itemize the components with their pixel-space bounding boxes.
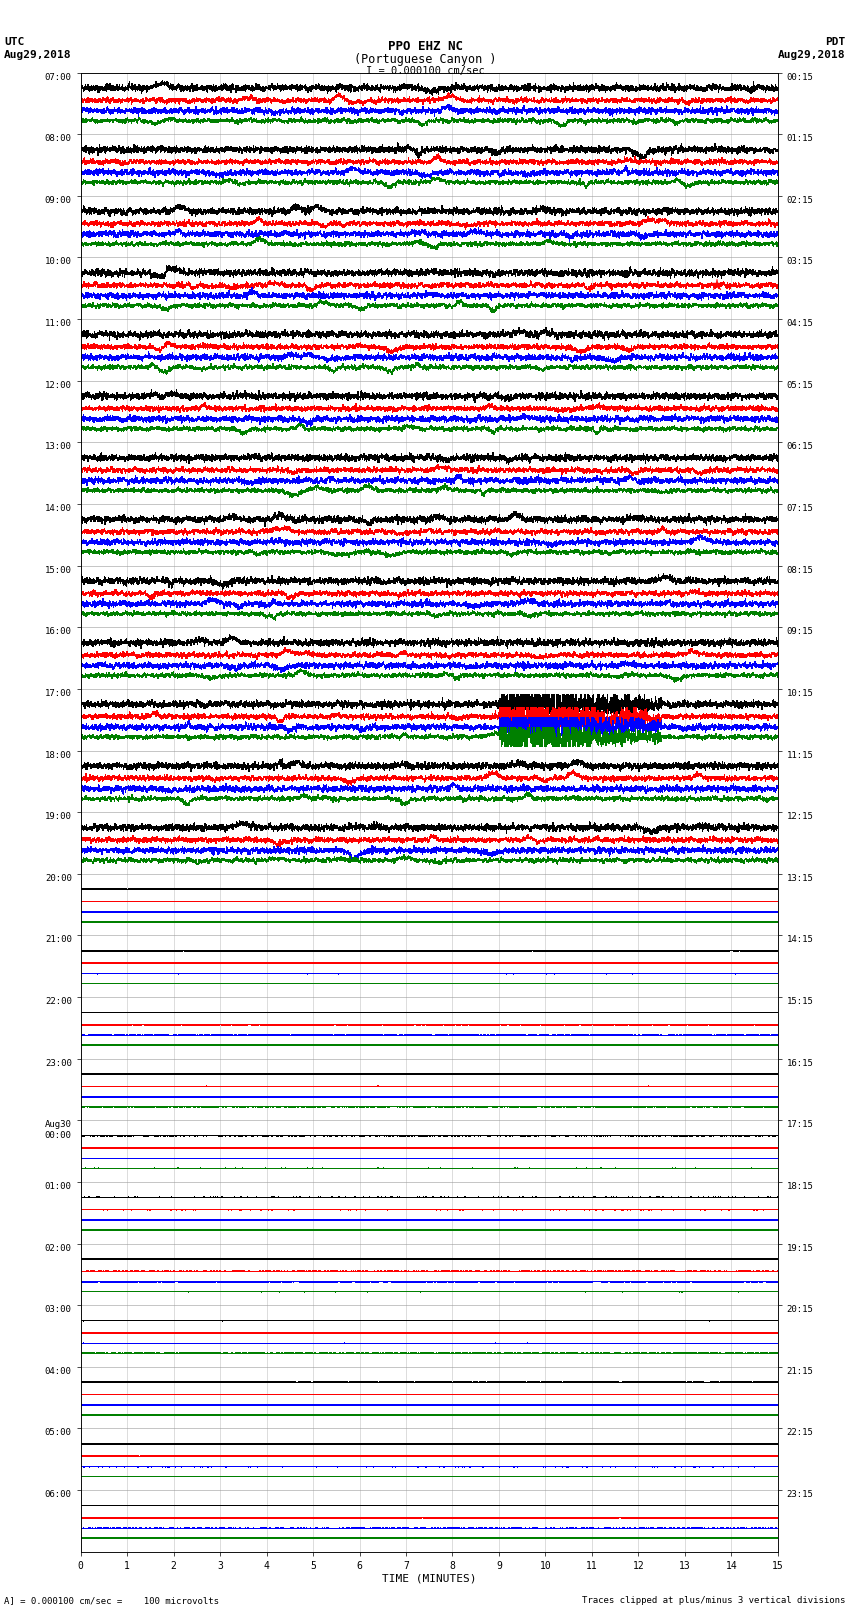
- Text: PDT: PDT: [825, 37, 846, 47]
- Text: Traces clipped at plus/minus 3 vertical divisions: Traces clipped at plus/minus 3 vertical …: [582, 1595, 846, 1605]
- X-axis label: TIME (MINUTES): TIME (MINUTES): [382, 1574, 477, 1584]
- Text: Aug29,2018: Aug29,2018: [4, 50, 71, 60]
- Text: (Portuguese Canyon ): (Portuguese Canyon ): [354, 53, 496, 66]
- Text: I = 0.000100 cm/sec: I = 0.000100 cm/sec: [366, 66, 484, 76]
- Text: UTC: UTC: [4, 37, 25, 47]
- Text: A] = 0.000100 cm/sec =    100 microvolts: A] = 0.000100 cm/sec = 100 microvolts: [4, 1595, 219, 1605]
- Text: PPO EHZ NC: PPO EHZ NC: [388, 40, 462, 53]
- Text: Aug29,2018: Aug29,2018: [779, 50, 846, 60]
